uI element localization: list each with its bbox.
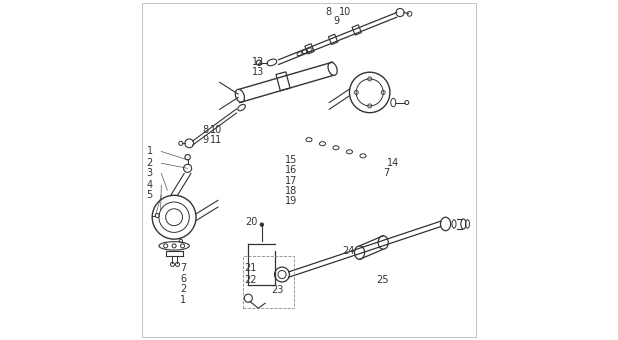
Text: 4: 4 bbox=[146, 180, 153, 190]
Bar bbox=[243, 256, 294, 308]
Text: 18: 18 bbox=[286, 186, 298, 196]
Text: 17: 17 bbox=[286, 176, 298, 186]
Text: 11: 11 bbox=[210, 135, 222, 144]
Text: 7: 7 bbox=[383, 168, 389, 179]
Text: 21: 21 bbox=[244, 263, 256, 273]
Text: 10: 10 bbox=[210, 124, 222, 135]
Text: 23: 23 bbox=[271, 285, 284, 295]
Text: 20: 20 bbox=[245, 217, 257, 227]
Text: 9: 9 bbox=[334, 16, 340, 26]
Text: 6: 6 bbox=[180, 274, 186, 284]
Text: 3: 3 bbox=[146, 168, 153, 179]
Text: 16: 16 bbox=[286, 165, 298, 175]
Text: 25: 25 bbox=[376, 275, 389, 285]
Text: 13: 13 bbox=[252, 67, 264, 77]
Circle shape bbox=[260, 223, 263, 226]
Text: 24: 24 bbox=[342, 246, 354, 256]
Text: 19: 19 bbox=[286, 196, 298, 206]
Text: 7: 7 bbox=[180, 263, 187, 273]
Text: 1: 1 bbox=[146, 147, 153, 156]
Text: 8: 8 bbox=[325, 7, 331, 17]
Bar bbox=[276, 72, 290, 91]
Bar bbox=[352, 25, 362, 35]
Text: 5: 5 bbox=[146, 190, 153, 200]
Text: 2: 2 bbox=[146, 158, 153, 168]
Bar bbox=[328, 34, 338, 45]
Text: 15: 15 bbox=[286, 155, 298, 165]
Text: 14: 14 bbox=[387, 158, 399, 168]
Bar bbox=[305, 44, 314, 54]
Text: 8: 8 bbox=[203, 124, 209, 135]
Text: 1: 1 bbox=[180, 295, 186, 305]
Text: 10: 10 bbox=[339, 7, 352, 17]
Text: 22: 22 bbox=[244, 275, 256, 285]
Text: 9: 9 bbox=[203, 135, 209, 144]
Text: 12: 12 bbox=[252, 57, 264, 67]
Text: 2: 2 bbox=[180, 284, 187, 294]
